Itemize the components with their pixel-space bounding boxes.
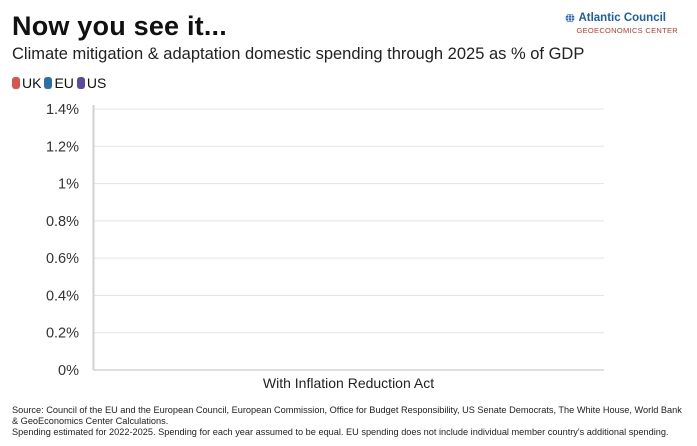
y-tick-label: 1.2% [46, 139, 79, 155]
source-line-3: Spending estimated for 2022-2025. Spendi… [12, 427, 669, 437]
legend-swatch-eu [44, 77, 53, 89]
source-line-1: Source: Council of the EU and the Europe… [12, 405, 682, 415]
y-tick-label: 0.6% [46, 251, 79, 267]
chart-subtitle: Climate mitigation & adaptation domestic… [12, 45, 585, 63]
x-tick-label: With Inflation Reduction Act [263, 375, 434, 391]
y-axis-tick-labels: 0% 0.2% 0.4% 0.6% 0.8% 1% 1.2% 1.4% [46, 102, 79, 379]
legend-item-uk: UK [12, 75, 41, 91]
y-tick-label: 0.2% [46, 326, 79, 342]
source-line-2: & GeoEconomics Center Calculations. [12, 416, 169, 426]
legend-item-us: US [76, 75, 107, 91]
y-tick-label: 0.4% [46, 288, 79, 304]
brand-name: Atlantic Council [578, 12, 666, 24]
y-tick-label: 1.4% [46, 102, 79, 118]
chart-legend: UK EU US [12, 75, 109, 91]
chart-title: Now you see it... [12, 11, 227, 41]
legend-label-us: US [86, 75, 107, 91]
bar-chart: 0% 0.2% 0.4% 0.6% 0.8% 1% 1.2% 1.4% With Inflat… [46, 102, 604, 391]
x-axis-tick-labels: With Inflation Reduction Act [263, 375, 434, 391]
legend-item-eu: EU [44, 75, 74, 91]
brand-subtitle: GEOECONOMICS CENTER [576, 26, 678, 35]
source-note: Source: Council of the EU and the Europe… [12, 405, 692, 438]
y-tick-label: 1% [58, 177, 79, 193]
y-tick-label: 0.8% [46, 214, 79, 230]
chart-gridlines [93, 108, 604, 371]
atlantic-council-logo: Atlantic Council GEOECONOMICS CENTER [565, 12, 678, 35]
legend-swatch-us [76, 77, 85, 89]
legend-label-uk: UK [22, 75, 42, 91]
y-tick-label: 0% [58, 363, 79, 379]
legend-label-eu: EU [54, 75, 74, 91]
legend-swatch-uk [12, 77, 20, 89]
globe-icon [566, 13, 575, 23]
